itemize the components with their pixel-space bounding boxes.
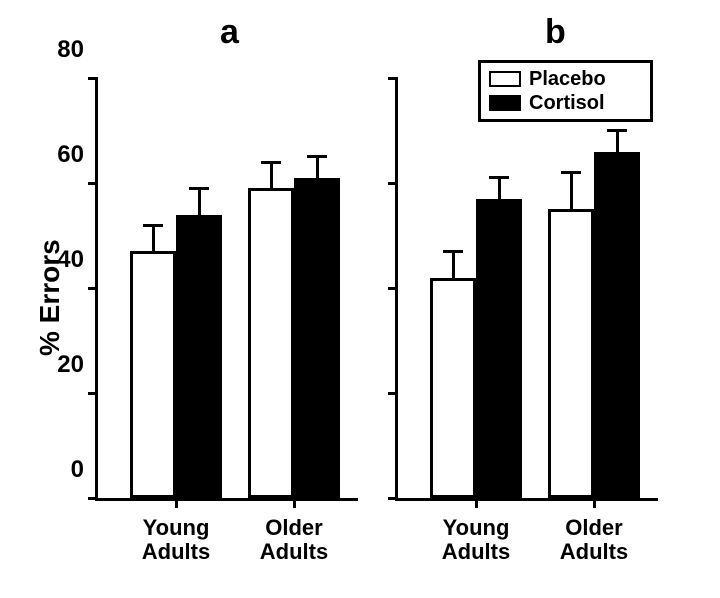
errorbar-cap [607, 129, 627, 132]
errorbar [570, 173, 573, 210]
bar-a-older-cortisol [294, 178, 340, 498]
category-label: Young Adults [428, 516, 524, 564]
errorbar-cap [189, 187, 209, 190]
ytick [388, 392, 398, 395]
bar-a-young-placebo [130, 251, 176, 498]
bar-b-young-placebo [430, 278, 476, 499]
errorbar [498, 178, 501, 199]
errorbar [152, 225, 155, 251]
ytick [388, 77, 398, 80]
errorbar [452, 251, 455, 277]
ytick [388, 287, 398, 290]
legend-label: Placebo [529, 67, 606, 91]
errorbar-cap [443, 250, 463, 253]
bar-a-older-placebo [248, 188, 294, 498]
errorbar [616, 131, 619, 152]
xtick [475, 498, 478, 508]
chart-panel-a: 0 20 40 60 80 Young Adults Older Adults [95, 78, 358, 501]
errorbar-cap [143, 224, 163, 227]
errorbar [198, 188, 201, 214]
ytick [88, 497, 98, 500]
legend: Placebo Cortisol [478, 60, 653, 122]
legend-item-placebo: Placebo [489, 67, 642, 91]
chart-panel-b: Young Adults Older Adults [395, 78, 658, 501]
errorbar-cap [561, 171, 581, 174]
figure: a b % Errors 0 20 40 60 80 Young Adults … [0, 0, 720, 598]
xtick [593, 498, 596, 508]
legend-label: Cortisol [529, 91, 605, 115]
bar-a-young-cortisol [176, 215, 222, 499]
errorbar [270, 162, 273, 188]
ytick [88, 77, 98, 80]
ytick [88, 182, 98, 185]
legend-swatch-placebo [489, 71, 521, 87]
category-label: Young Adults [128, 516, 224, 564]
xtick [175, 498, 178, 508]
errorbar-cap [261, 161, 281, 164]
ytick-label: 60 [57, 141, 84, 169]
bar-b-young-cortisol [476, 199, 522, 498]
ytick-label: 20 [57, 351, 84, 379]
bar-b-older-cortisol [594, 152, 640, 499]
errorbar-cap [307, 155, 327, 158]
ytick-label: 40 [57, 246, 84, 274]
errorbar-cap [489, 176, 509, 179]
legend-item-cortisol: Cortisol [489, 91, 642, 115]
panel-label-b: b [545, 13, 566, 52]
ytick [88, 392, 98, 395]
ytick-label: 80 [57, 36, 84, 64]
xtick [293, 498, 296, 508]
category-label: Older Adults [546, 516, 642, 564]
ytick-label: 0 [71, 456, 84, 484]
ytick [88, 287, 98, 290]
panel-label-a: a [220, 13, 239, 52]
errorbar [316, 157, 319, 178]
legend-swatch-cortisol [489, 95, 521, 111]
ytick [388, 182, 398, 185]
ytick [388, 497, 398, 500]
bar-b-older-placebo [548, 209, 594, 498]
category-label: Older Adults [246, 516, 342, 564]
